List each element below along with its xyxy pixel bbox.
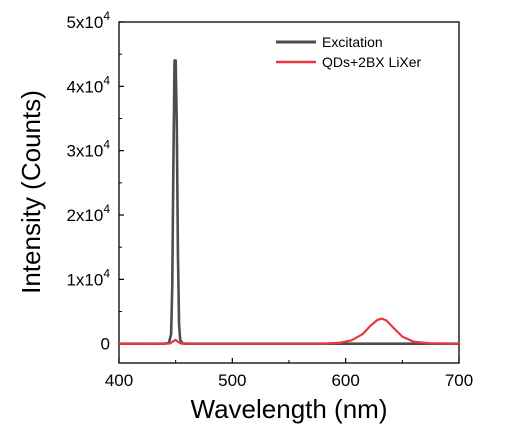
plot-frame <box>118 21 460 364</box>
y-tick-label: 2x104 <box>66 202 110 225</box>
series-layer <box>117 59 461 346</box>
y-tick-base: 1x10 <box>66 270 103 289</box>
x-tick-label: 400 <box>105 371 133 390</box>
y-tick-exponent: 4 <box>103 9 110 23</box>
x-tick-label: 700 <box>445 371 473 390</box>
y-tick-label: 4x104 <box>66 73 110 96</box>
y-tick-exponent: 4 <box>103 73 110 87</box>
y-tick-label: 3x104 <box>66 138 110 161</box>
y-tick-label: 5x104 <box>66 9 110 32</box>
y-tick-base: 2x10 <box>66 206 103 225</box>
y-tick-label: 0 <box>101 335 110 354</box>
series-line-qds-2bx-lixer <box>117 317 461 345</box>
y-tick-base: 5x10 <box>66 13 103 32</box>
x-tick-label: 500 <box>218 371 246 390</box>
x-axis-ticks: 400 500 600 700 <box>105 358 473 390</box>
legend-label: Excitation <box>322 34 383 50</box>
y-tick-base: 3x10 <box>66 142 103 161</box>
legend: Excitation QDs+2BX LiXer <box>276 34 422 70</box>
y-tick-exponent: 4 <box>103 202 110 216</box>
y-tick-exponent: 4 <box>103 138 110 152</box>
x-tick-label: 600 <box>331 371 359 390</box>
y-tick-base: 4x10 <box>66 77 103 96</box>
y-tick-base: 0 <box>101 335 110 354</box>
y-tick-label: 1x104 <box>66 266 110 289</box>
series-line-excitation <box>117 59 461 346</box>
y-tick-exponent: 4 <box>103 266 110 280</box>
y-axis-title: Intensity (Counts) <box>16 90 46 294</box>
legend-label: QDs+2BX LiXer <box>322 54 422 70</box>
x-axis-title: Wavelength (nm) <box>191 394 388 424</box>
